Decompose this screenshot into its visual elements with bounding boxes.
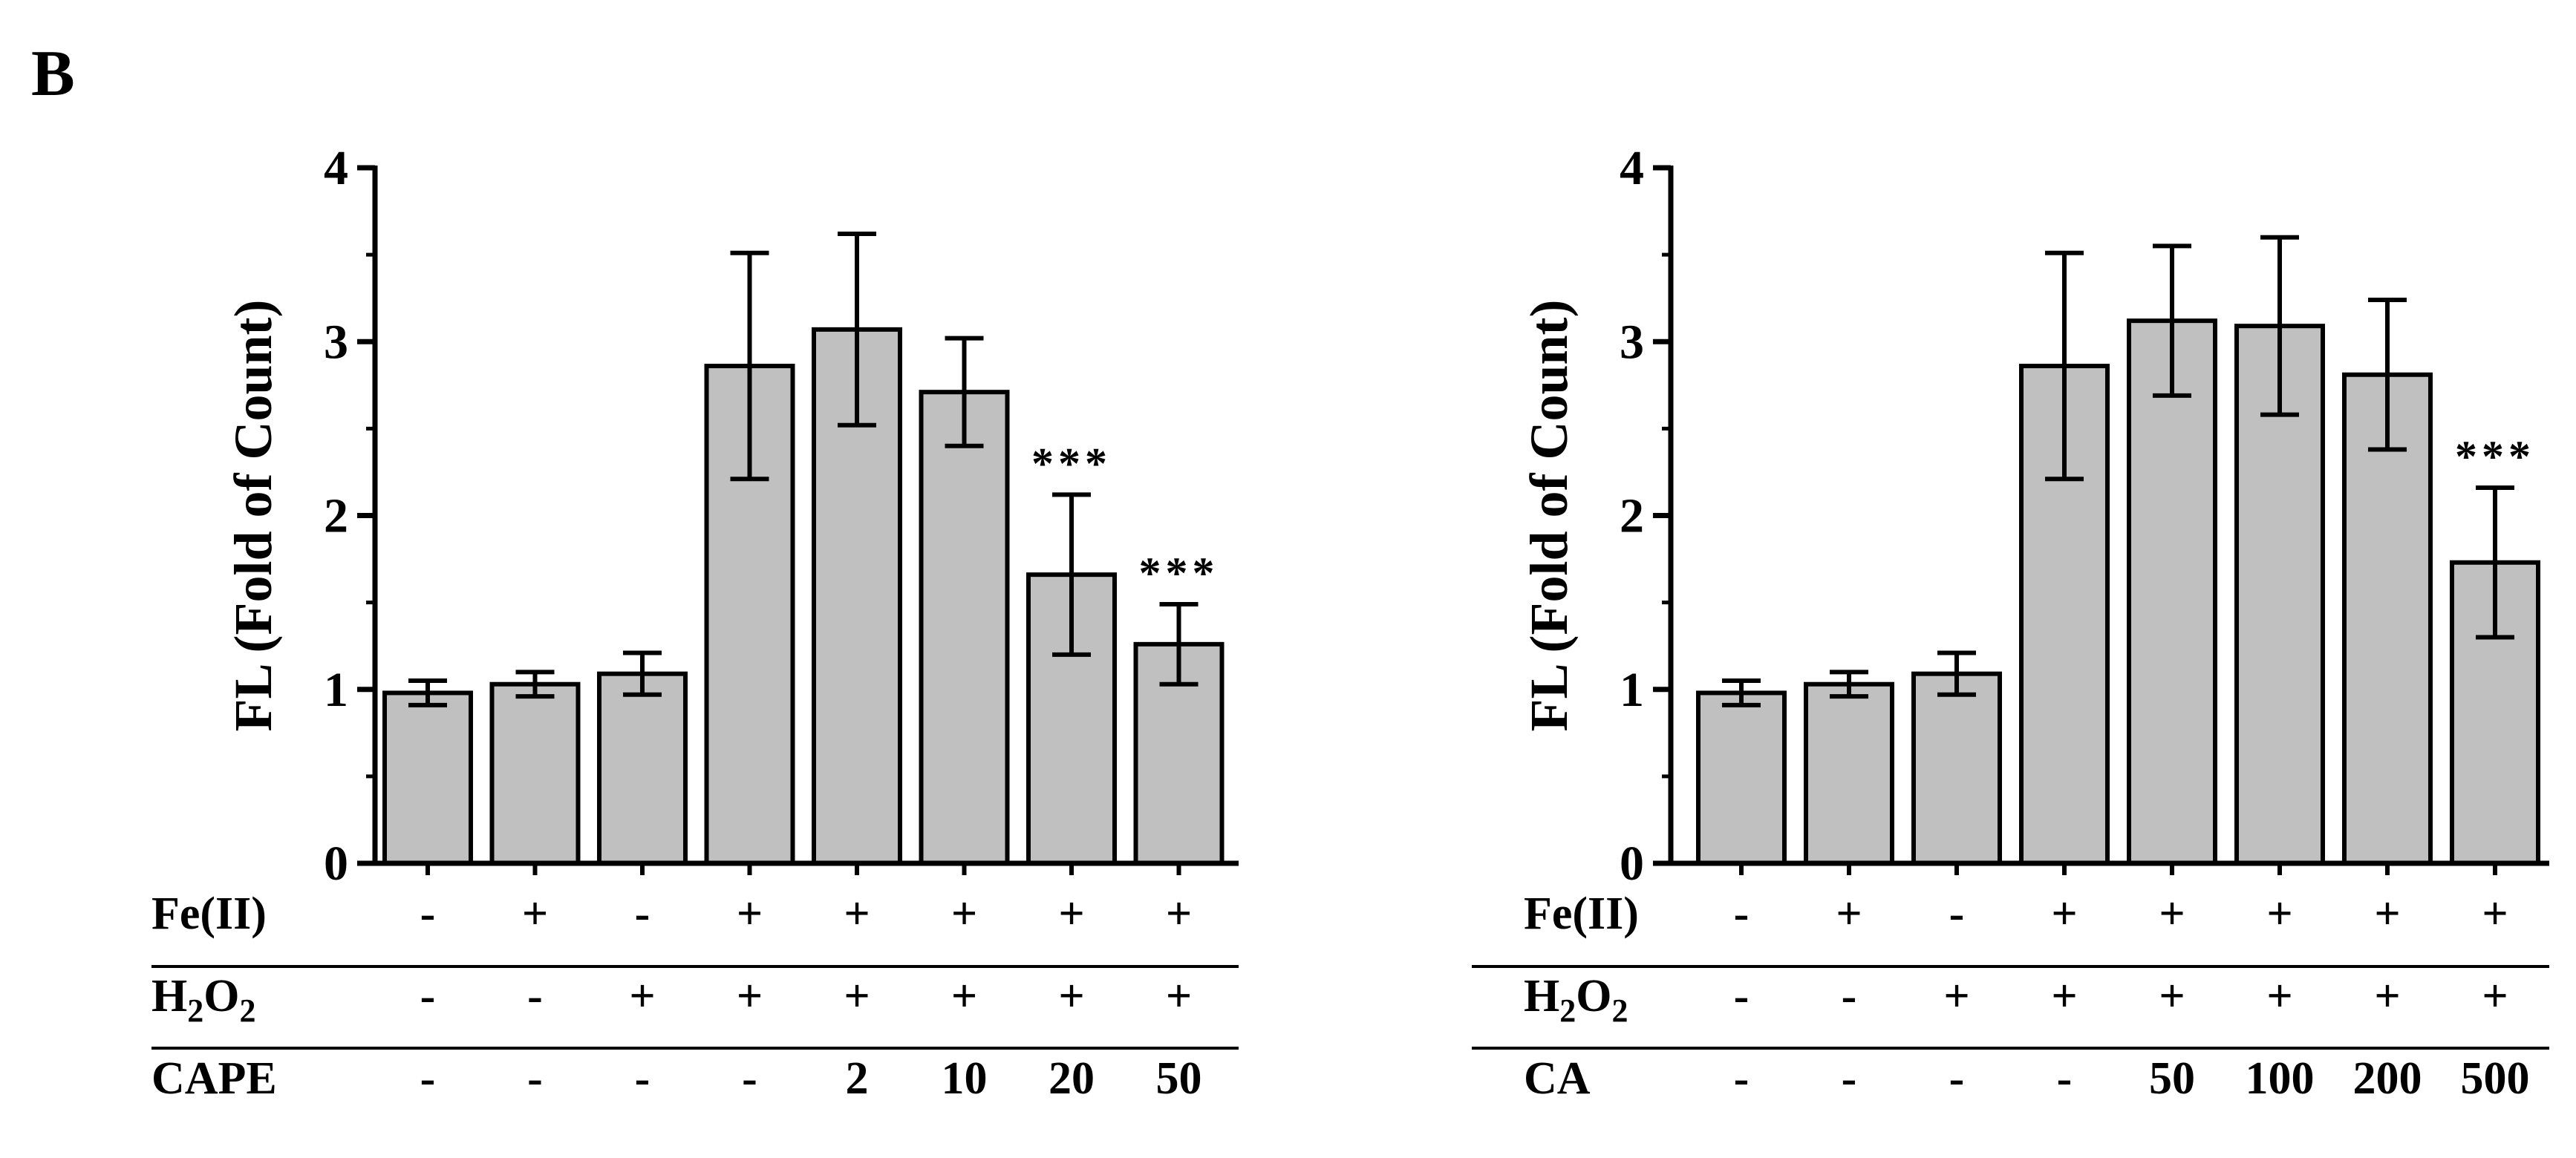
condition-value: 100 bbox=[2246, 1053, 2315, 1104]
condition-value: - bbox=[420, 1053, 436, 1104]
condition-label-subscript: 2 bbox=[239, 992, 255, 1029]
y-tick-label: 0 bbox=[324, 837, 348, 891]
condition-value: 500 bbox=[2461, 1053, 2530, 1104]
condition-value: + bbox=[1943, 971, 1969, 1021]
condition-value: + bbox=[2482, 889, 2508, 939]
condition-value: + bbox=[1836, 889, 1862, 939]
y-tick-label: 4 bbox=[324, 141, 348, 195]
condition-label: Fe(II) bbox=[1524, 889, 1639, 939]
condition-label-part: H bbox=[151, 971, 187, 1021]
y-axis-label: FL (Fold of Count) bbox=[224, 299, 283, 731]
condition-value: - bbox=[1842, 971, 1857, 1021]
y-tick-label: 4 bbox=[1620, 141, 1644, 195]
condition-value: - bbox=[1734, 971, 1750, 1021]
condition-value: + bbox=[2374, 889, 2400, 939]
bar bbox=[1911, 671, 2002, 866]
y-tick-label: 2 bbox=[324, 489, 348, 543]
condition-value: - bbox=[742, 1053, 757, 1104]
condition-value: + bbox=[2159, 889, 2185, 939]
condition-label-subscript: 2 bbox=[187, 992, 203, 1029]
y-tick-label: 2 bbox=[1620, 489, 1644, 543]
condition-value: + bbox=[1166, 971, 1192, 1021]
condition-value: + bbox=[844, 889, 870, 939]
condition-label: CAPE bbox=[151, 1053, 277, 1104]
condition-value: + bbox=[2051, 971, 2077, 1021]
condition-value: - bbox=[1949, 889, 1965, 939]
panel-label: B bbox=[31, 38, 75, 110]
condition-label: CA bbox=[1524, 1053, 1591, 1104]
bar bbox=[489, 681, 581, 866]
condition-value: + bbox=[844, 971, 870, 1021]
condition-label: H2O2 bbox=[1524, 971, 1628, 1029]
significance-label: *** bbox=[1139, 549, 1219, 598]
y-tick-label: 1 bbox=[1620, 663, 1644, 717]
condition-value: 50 bbox=[2149, 1053, 2195, 1104]
bar bbox=[382, 690, 473, 866]
condition-value: - bbox=[635, 889, 650, 939]
condition-label-part: H bbox=[1524, 971, 1559, 1021]
condition-value: + bbox=[629, 971, 655, 1021]
condition-value: 200 bbox=[2353, 1053, 2422, 1104]
condition-value: - bbox=[1734, 889, 1750, 939]
y-tick-label: 3 bbox=[1620, 315, 1644, 369]
condition-label-part: O bbox=[1576, 971, 1611, 1021]
condition-value: - bbox=[420, 971, 436, 1021]
bar bbox=[2127, 318, 2217, 866]
y-tick-label: 0 bbox=[1620, 837, 1644, 891]
condition-value: 10 bbox=[942, 1053, 988, 1104]
condition-value: + bbox=[2266, 971, 2292, 1021]
y-tick-label: 1 bbox=[324, 663, 348, 717]
condition-value: + bbox=[951, 971, 977, 1021]
condition-value: - bbox=[527, 1053, 543, 1104]
bar bbox=[1133, 641, 1225, 866]
condition-value: + bbox=[2374, 971, 2400, 1021]
condition-label-part: O bbox=[203, 971, 239, 1021]
condition-value: + bbox=[1166, 889, 1192, 939]
condition-value: + bbox=[522, 889, 548, 939]
condition-value: - bbox=[2057, 1053, 2073, 1104]
bar bbox=[2342, 372, 2433, 866]
condition-value: 50 bbox=[1156, 1053, 1202, 1104]
condition-value: - bbox=[1842, 1053, 1857, 1104]
condition-value: 2 bbox=[846, 1053, 869, 1104]
bar bbox=[597, 671, 688, 866]
bar bbox=[1696, 690, 1787, 866]
significance-label: *** bbox=[2455, 432, 2535, 481]
bar bbox=[919, 390, 1010, 866]
condition-value: - bbox=[420, 889, 436, 939]
chart-cape: *** *** 0 1 2 3 4 FL (Fold of Count) Fe(II) - + - + +… bbox=[151, 141, 1239, 1104]
condition-label-subscript: 2 bbox=[1611, 992, 1628, 1029]
condition-label: H2O2 bbox=[151, 971, 255, 1029]
condition-value: 20 bbox=[1049, 1053, 1095, 1104]
condition-value: + bbox=[737, 971, 763, 1021]
condition-value: + bbox=[2482, 971, 2508, 1021]
condition-value: + bbox=[2051, 889, 2077, 939]
condition-value: - bbox=[635, 1053, 650, 1104]
condition-value: - bbox=[1734, 1053, 1750, 1104]
condition-value: + bbox=[1058, 889, 1084, 939]
condition-label: Fe(II) bbox=[151, 889, 267, 939]
significance-label: *** bbox=[1031, 439, 1112, 488]
bar bbox=[1804, 681, 1894, 866]
condition-value: + bbox=[2159, 971, 2185, 1021]
condition-value: + bbox=[2266, 889, 2292, 939]
condition-label-subscript: 2 bbox=[1559, 992, 1576, 1029]
condition-value: + bbox=[737, 889, 763, 939]
condition-value: + bbox=[1058, 971, 1084, 1021]
chart-ca: *** 0 1 2 3 4 FL (Fold of Count) Fe(II) - + - + + + + +… bbox=[1472, 141, 2549, 1104]
condition-value: + bbox=[951, 889, 977, 939]
y-tick-label: 3 bbox=[324, 315, 348, 369]
y-axis-label: FL (Fold of Count) bbox=[1519, 299, 1579, 731]
condition-value: - bbox=[527, 971, 543, 1021]
condition-value: - bbox=[1949, 1053, 1965, 1104]
